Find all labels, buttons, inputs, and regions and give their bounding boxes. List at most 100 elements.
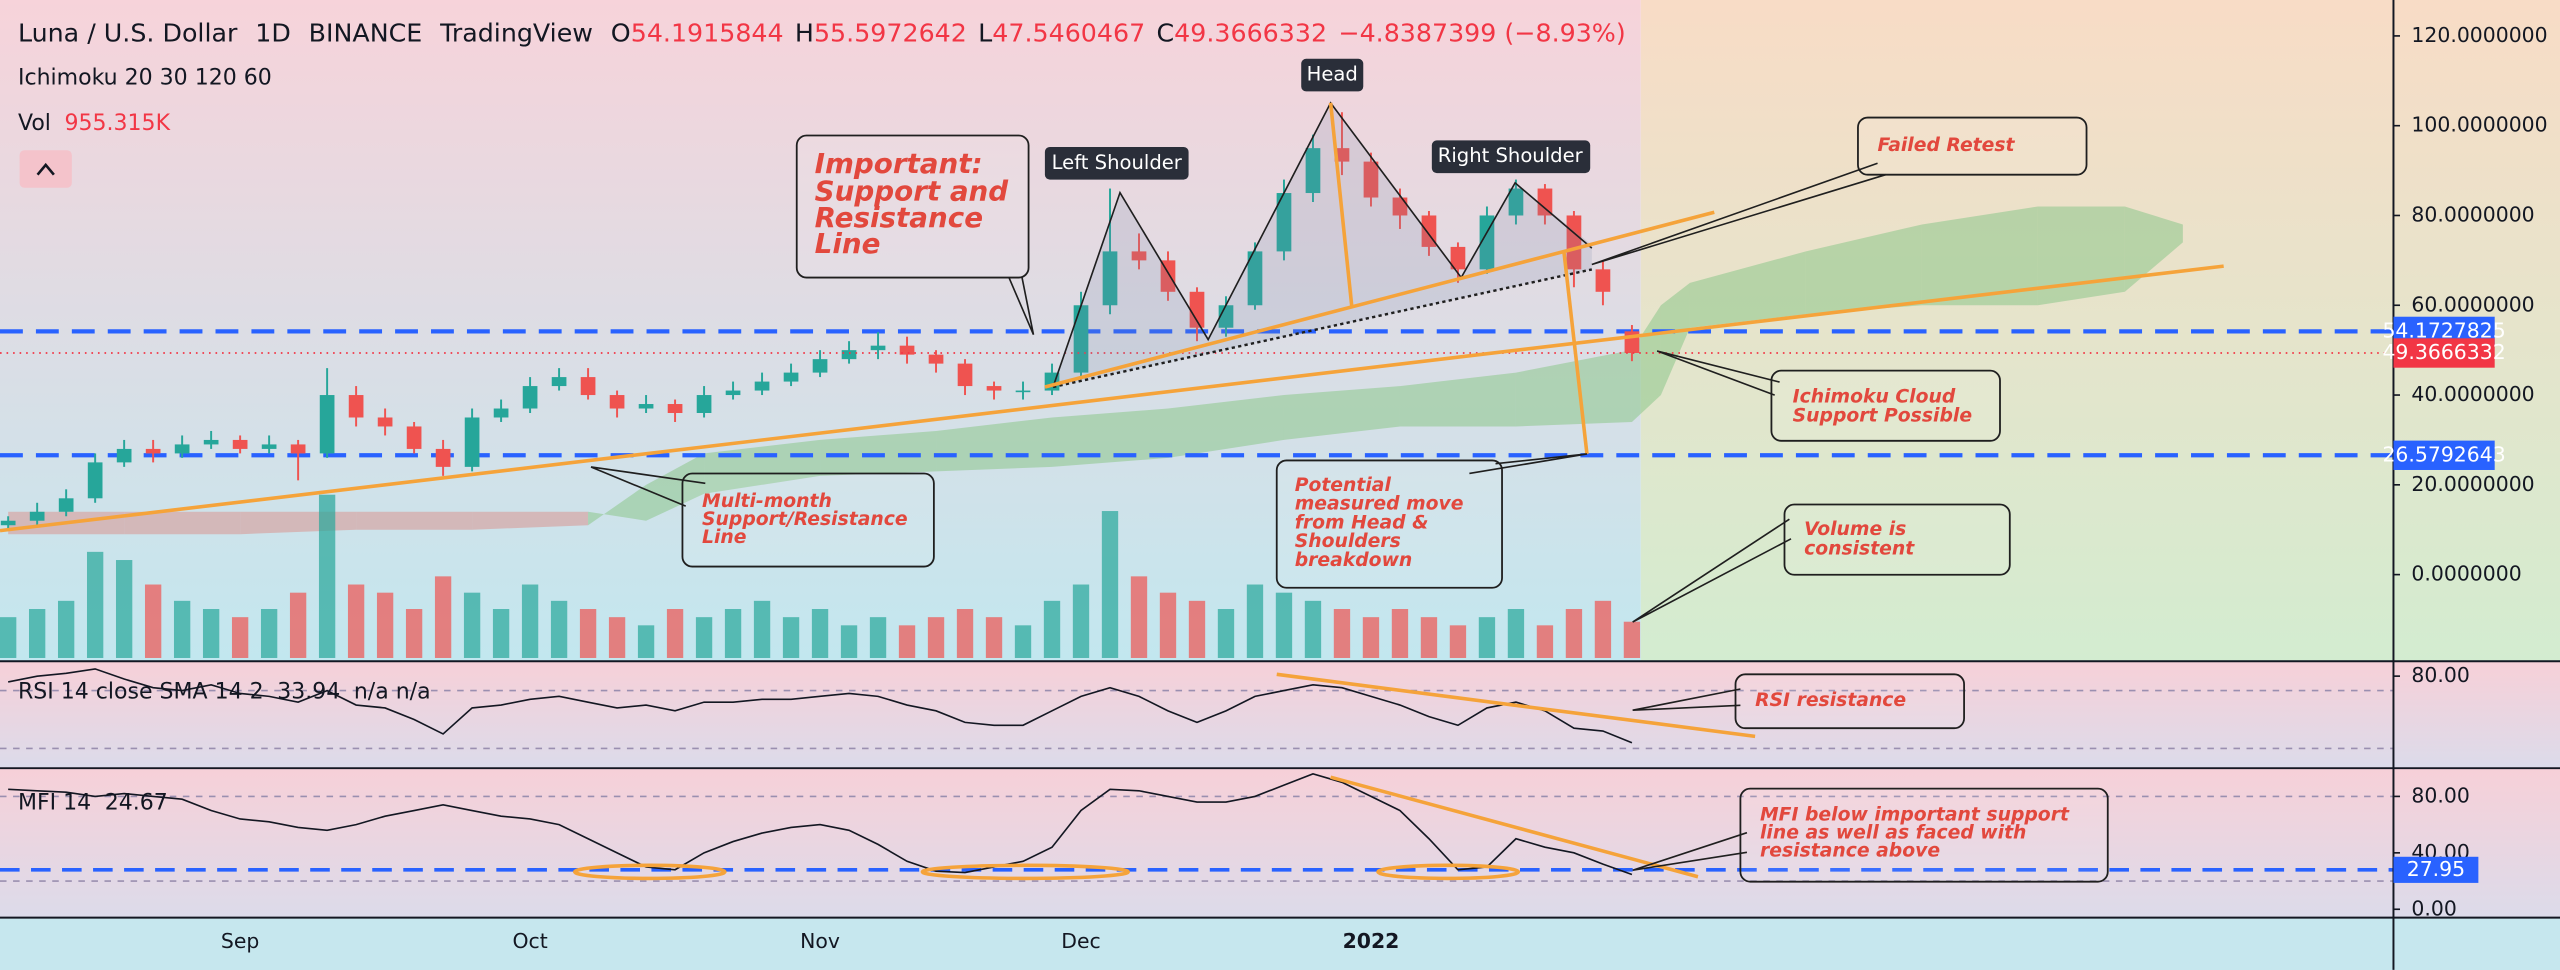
measure-line (1328, 102, 1354, 308)
volume-bar (1507, 609, 1525, 658)
collapse-button[interactable] (19, 150, 72, 188)
neckline (1052, 268, 1593, 389)
ichimoku-cloud (356, 511, 473, 530)
trend-line (1044, 210, 1715, 389)
mfi-value: 24.67 (105, 790, 168, 815)
tag-text: Left Shoulder (1052, 151, 1183, 174)
volume-bar (695, 617, 713, 658)
y-tick-label: 80.00 (2411, 783, 2469, 807)
header: Luna / U.S. Dollar 1D BINANCE TradingVie… (18, 18, 1626, 47)
volume-bar (927, 617, 945, 658)
volume-bar (1478, 617, 1496, 658)
ichimoku-cloud (1921, 206, 2038, 306)
candle-body (319, 395, 335, 454)
ohlc-value: 49.3666332 (1174, 18, 1327, 47)
callout-pointer (1591, 162, 1886, 266)
measure-line (1562, 252, 1589, 455)
volume-bar (579, 609, 597, 658)
symbol: Luna / U.S. Dollar (18, 18, 238, 47)
callout-line: Line (815, 227, 881, 260)
level-label: 27.95 (2407, 857, 2465, 881)
volume-bar (492, 609, 510, 658)
candle-body (435, 448, 451, 467)
callout-box (1857, 116, 2088, 176)
volume-bar (463, 592, 481, 658)
volume-bar (782, 617, 800, 658)
candle-body (87, 462, 103, 499)
candle-body (899, 345, 915, 355)
price-label-bg (2393, 338, 2495, 368)
volume-bar (1275, 592, 1293, 658)
ichimoku-cloud (124, 511, 241, 535)
candle-body (667, 404, 683, 414)
volume-bar (985, 617, 1003, 658)
volume-bar (1043, 600, 1061, 658)
volume-bar (869, 617, 887, 658)
candle-body (580, 377, 596, 396)
callout-line: consistent (1804, 538, 1915, 559)
candle-body (116, 448, 132, 463)
callout-pointer (1632, 831, 1748, 872)
callout-line: Line (702, 527, 747, 548)
ohlc-value: 54.1915844 (631, 18, 784, 47)
callout-line: Resistance (815, 201, 983, 234)
volume-bar (318, 494, 336, 658)
volume-bar (0, 617, 17, 658)
mfi-pane-bg (0, 767, 2560, 918)
ichimoku-cloud (1283, 386, 1400, 440)
candle-body (1537, 188, 1553, 216)
candle-body (1392, 197, 1408, 216)
chevron-icon[interactable] (36, 162, 55, 176)
callout-text: Failed Retest (1878, 135, 2016, 156)
volume-bar (1333, 609, 1351, 658)
candle-body (870, 345, 886, 351)
y-tick-label: 0.0000000 (2411, 562, 2521, 586)
ichimoku-cloud (646, 453, 705, 521)
rsi-extra: n/a n/a (354, 679, 431, 704)
volume-bar (144, 584, 162, 658)
tag (1431, 140, 1591, 174)
ichimoku-cloud (1660, 282, 1690, 396)
callout-box (795, 134, 1030, 279)
callout-line: MFI below important support (1760, 804, 2070, 825)
candle-body (1305, 148, 1321, 194)
candle-body (1247, 251, 1263, 306)
callout-pointer (1632, 518, 1792, 623)
volume-bar (1101, 511, 1119, 658)
ohlc-value: 47.5460467 (992, 18, 1145, 47)
volume-bar (86, 551, 104, 658)
price-label: 26.5792643 (2382, 442, 2505, 466)
volume-bar (956, 609, 974, 658)
mfi-title: MFI 14 (18, 790, 91, 815)
candle-body (1073, 305, 1089, 373)
volume-bar (376, 592, 394, 658)
pattern-fill (1053, 102, 1592, 387)
tag-text: Head (1307, 63, 1358, 86)
indicator-line (8, 668, 1633, 744)
ichimoku-cloud (588, 484, 647, 526)
x-tick-label: Sep (221, 929, 259, 953)
ichimoku-cloud (2124, 206, 2183, 292)
rsi-trend-line (1276, 672, 1756, 739)
volume-bar (405, 609, 423, 658)
candle-body (725, 390, 741, 396)
y-tick-label: 100.0000000 (2411, 113, 2547, 137)
ichimoku-cloud (1515, 350, 1632, 427)
y-tick-label: 80.00 (2411, 663, 2469, 687)
button-bg[interactable] (19, 150, 72, 188)
y-tick-label: 0.00 (2411, 896, 2456, 920)
candle-body (58, 498, 74, 512)
volume-bar (1304, 600, 1322, 658)
rsi-pane-bg (0, 661, 2560, 768)
volume-bar (1159, 592, 1177, 658)
x-tick-label: Nov (800, 929, 840, 953)
callout-text: Potential measured move from Head & Shou… (1295, 474, 1470, 570)
ichimoku-cloud (2037, 206, 2125, 306)
volume-bar (898, 625, 916, 658)
ichimoku-cloud (472, 511, 589, 530)
y-tick-label: 20.0000000 (2411, 472, 2534, 496)
callout-pointer (1656, 350, 1780, 396)
callout-text: MFI below important support line as well… (1760, 804, 2075, 861)
mfi-legend: MFI 14 24.67 (18, 790, 168, 815)
